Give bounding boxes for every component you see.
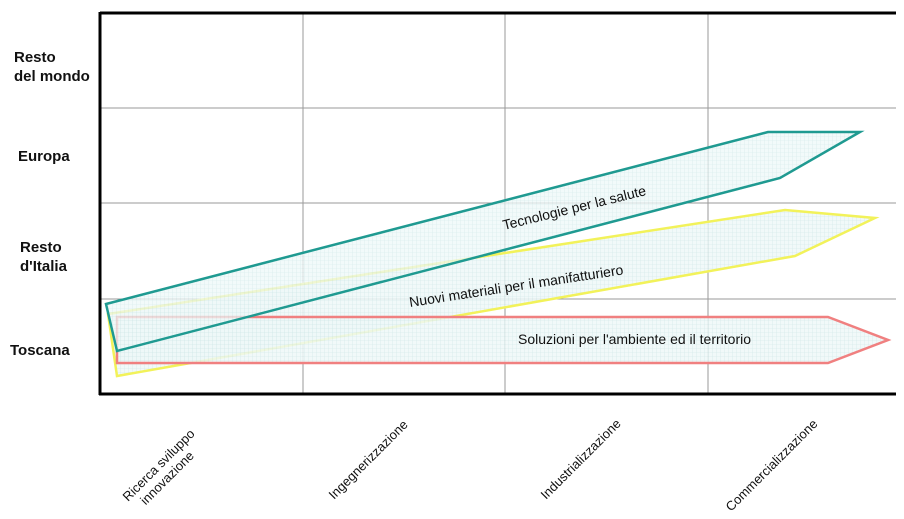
arrow-label-ambiente: Soluzioni per l'ambiente ed il territori…	[518, 331, 751, 347]
row-label-europa: Europa	[18, 148, 70, 165]
row-label-resto-del-mondo: Resto del mondo	[14, 49, 90, 85]
row-label-toscana: Toscana	[10, 342, 70, 359]
row-label-resto-italia: Resto d'Italia	[20, 239, 68, 275]
column-label-ricerca: Ricerca sviluppo innovazione	[120, 424, 211, 515]
arrow-salute	[104, 130, 865, 353]
arrow-ambiente	[115, 315, 892, 365]
axes	[98, 11, 896, 396]
column-label-commercializzazione: Commercializzazione	[723, 416, 821, 514]
column-label-industrializzazione: Industrializzazione	[538, 416, 624, 502]
column-label-ingegnerizzazione: Ingegnerizzazione	[326, 417, 411, 502]
